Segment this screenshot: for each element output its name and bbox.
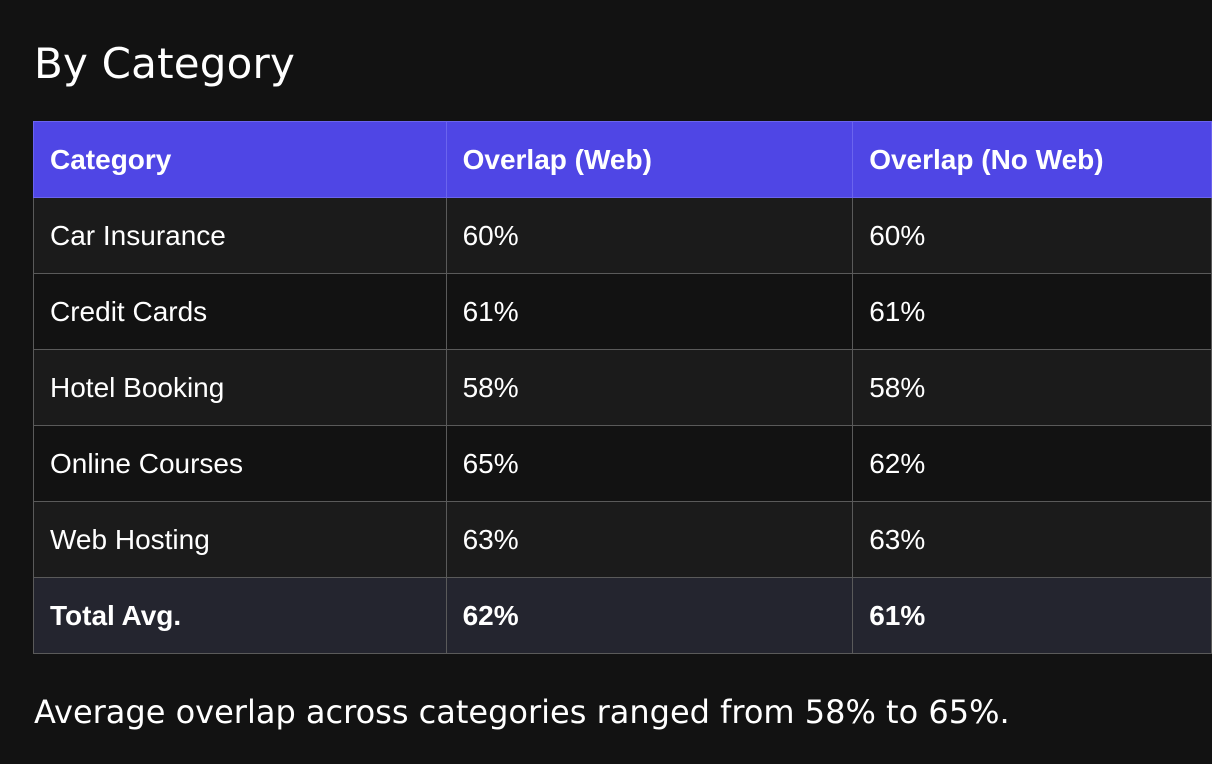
- header-overlap-web: Overlap (Web): [445, 121, 854, 198]
- total-row: Total Avg. 62% 61%: [33, 577, 1212, 654]
- header-category: Category: [33, 121, 447, 198]
- cell-overlap-no-web: 62%: [852, 425, 1212, 502]
- total-overlap-no-web: 61%: [852, 577, 1212, 654]
- cell-overlap-web: 63%: [445, 501, 854, 578]
- total-overlap-web: 62%: [445, 577, 854, 654]
- table-header-row: Category Overlap (Web) Overlap (No Web): [33, 121, 1212, 198]
- cell-overlap-no-web: 58%: [852, 349, 1212, 426]
- cell-overlap-web: 61%: [445, 273, 854, 350]
- table-row: Hotel Booking 58% 58%: [33, 349, 1212, 426]
- header-overlap-no-web: Overlap (No Web): [852, 121, 1212, 198]
- cell-category: Credit Cards: [33, 273, 447, 350]
- category-table: Category Overlap (Web) Overlap (No Web) …: [33, 121, 1212, 654]
- cell-category: Hotel Booking: [33, 349, 447, 426]
- cell-overlap-no-web: 61%: [852, 273, 1212, 350]
- cell-overlap-no-web: 60%: [852, 197, 1212, 274]
- total-label: Total Avg.: [33, 577, 447, 654]
- table-row: Credit Cards 61% 61%: [33, 273, 1212, 350]
- table-row: Car Insurance 60% 60%: [33, 197, 1212, 274]
- cell-overlap-web: 58%: [445, 349, 854, 426]
- cell-category: Online Courses: [33, 425, 447, 502]
- cell-category: Web Hosting: [33, 501, 447, 578]
- table-row: Web Hosting 63% 63%: [33, 501, 1212, 578]
- section-title: By Category: [34, 39, 296, 88]
- cell-category: Car Insurance: [33, 197, 447, 274]
- cell-overlap-web: 60%: [445, 197, 854, 274]
- summary-text: Average overlap across categories ranged…: [34, 693, 1010, 731]
- table-row: Online Courses 65% 62%: [33, 425, 1212, 502]
- cell-overlap-no-web: 63%: [852, 501, 1212, 578]
- cell-overlap-web: 65%: [445, 425, 854, 502]
